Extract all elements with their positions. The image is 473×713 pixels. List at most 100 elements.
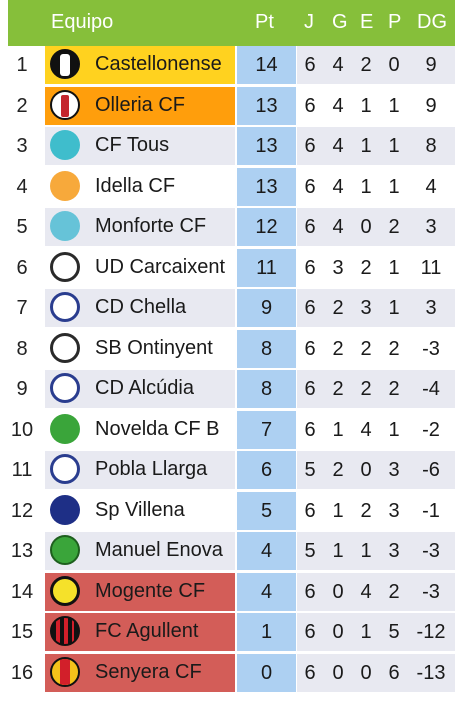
- lost-value: 2: [388, 216, 400, 238]
- team-cell[interactable]: UD Carcaixent: [45, 248, 235, 287]
- played-value: 6: [304, 621, 316, 643]
- team-cell[interactable]: CF Tous: [45, 127, 235, 165]
- header-played[interactable]: J: [304, 11, 314, 33]
- team-name[interactable]: CD Alcúdia: [95, 377, 194, 399]
- drawn-value: 0: [360, 661, 372, 684]
- team-cell[interactable]: Idella CF: [45, 167, 235, 206]
- team-cell[interactable]: Novelda CF B: [45, 410, 235, 449]
- table-row[interactable]: 11 Pobla Llarga 6 5 2 0 3 -6: [0, 451, 473, 492]
- goal-diff-value: 11: [420, 256, 442, 279]
- table-row[interactable]: 14 Mogente CF 4 6 0 4 2 -3: [0, 572, 473, 614]
- team-cell[interactable]: Manuel Enova: [45, 532, 235, 570]
- table-row[interactable]: 15 FC Agullent 1 6 0 1 5 -12: [0, 613, 473, 654]
- points-cell: 9: [237, 289, 296, 327]
- team-crest-icon: [50, 373, 80, 403]
- table-row[interactable]: 1 Castellonense 14 6 4 2 0 9: [0, 46, 473, 87]
- team-cell[interactable]: Olleria CF: [45, 86, 235, 125]
- team-name[interactable]: Sp Villena: [95, 498, 185, 521]
- table-row[interactable]: 4 Idella CF 13 6 4 1 1 4: [0, 167, 473, 209]
- position-number: 14: [10, 580, 34, 603]
- team-name[interactable]: Novelda CF B: [95, 417, 220, 440]
- header-won[interactable]: G: [332, 11, 348, 33]
- table-row[interactable]: 8 SB Ontinyent 8 6 2 2 2 -3: [0, 329, 473, 371]
- team-cell[interactable]: Senyera CF: [45, 653, 235, 692]
- table-row[interactable]: 16 Senyera CF 0 6 0 0 6 -13: [0, 653, 473, 695]
- lost-value: 1: [388, 135, 400, 157]
- stats-cell: 6 2 2 2 -4: [297, 370, 455, 408]
- team-cell[interactable]: Castellonense: [45, 46, 235, 84]
- points-cell: 4: [237, 572, 296, 611]
- drawn-value: 1: [360, 540, 372, 562]
- team-name[interactable]: SB Ontinyent: [95, 336, 213, 359]
- table-row[interactable]: 7 CD Chella 9 6 2 3 1 3: [0, 289, 473, 330]
- played-value: 6: [304, 499, 316, 522]
- header-points[interactable]: Pt: [255, 11, 274, 33]
- team-name[interactable]: Manuel Enova: [95, 539, 223, 561]
- team-crest-icon: [50, 49, 80, 79]
- won-value: 0: [332, 621, 344, 643]
- team-crest-icon: [50, 170, 80, 201]
- team-name[interactable]: FC Agullent: [95, 620, 199, 642]
- team-cell[interactable]: Monforte CF: [45, 208, 235, 246]
- team-cell[interactable]: Pobla Llarga: [45, 451, 235, 489]
- team-name[interactable]: Pobla Llarga: [95, 458, 208, 480]
- position-number: 3: [16, 135, 28, 157]
- lost-value: 3: [388, 499, 400, 522]
- team-crest-icon: [50, 656, 80, 687]
- table-row[interactable]: 6 UD Carcaixent 11 6 3 2 1 11: [0, 248, 473, 290]
- team-name[interactable]: CF Tous: [95, 134, 170, 156]
- played-value: 5: [304, 540, 316, 562]
- team-cell[interactable]: FC Agullent: [45, 613, 235, 651]
- goal-diff-value: -13: [416, 661, 446, 684]
- won-value: 1: [332, 418, 344, 441]
- table-row[interactable]: 5 Monforte CF 12 6 4 0 2 3: [0, 208, 473, 249]
- team-cell[interactable]: CD Alcúdia: [45, 370, 235, 408]
- header-team[interactable]: Equipo: [51, 11, 114, 33]
- lost-value: 2: [388, 337, 400, 360]
- team-name[interactable]: Senyera CF: [95, 660, 202, 683]
- points-cell: 11: [237, 248, 296, 287]
- table-row[interactable]: 3 CF Tous 13 6 4 1 1 8: [0, 127, 473, 168]
- drawn-value: 0: [360, 216, 372, 238]
- team-name[interactable]: Castellonense: [95, 53, 222, 75]
- points-cell: 0: [237, 653, 296, 692]
- table-row[interactable]: 2 Olleria CF 13 6 4 1 1 9: [0, 86, 473, 128]
- team-name[interactable]: Idella CF: [95, 174, 176, 197]
- header-goal-diff[interactable]: DG: [417, 11, 447, 33]
- won-value: 1: [332, 499, 344, 522]
- table-row[interactable]: 12 Sp Villena 5 6 1 2 3 -1: [0, 491, 473, 533]
- team-cell[interactable]: CD Chella: [45, 289, 235, 327]
- team-cell[interactable]: Sp Villena: [45, 491, 235, 530]
- stats-cell: 6 2 2 2 -3: [297, 329, 455, 368]
- position-number: 4: [16, 175, 28, 198]
- team-name[interactable]: CD Chella: [95, 296, 187, 318]
- table-row[interactable]: 13 Manuel Enova 4 5 1 1 3 -3: [0, 532, 473, 573]
- table-row[interactable]: 9 CD Alcúdia 8 6 2 2 2 -4: [0, 370, 473, 411]
- table-row[interactable]: 10 Novelda CF B 7 6 1 4 1 -2: [0, 410, 473, 452]
- played-value: 6: [304, 378, 316, 400]
- goal-diff-value: 9: [425, 54, 437, 76]
- standings-header: Equipo Pt J G E P DG: [8, 0, 455, 46]
- points-cell: 14: [237, 46, 296, 84]
- team-cell[interactable]: SB Ontinyent: [45, 329, 235, 368]
- points-cell: 12: [237, 208, 296, 246]
- team-cell[interactable]: Mogente CF: [45, 572, 235, 611]
- team-name[interactable]: Mogente CF: [95, 579, 206, 602]
- team-name[interactable]: Monforte CF: [95, 215, 207, 237]
- lost-value: 3: [388, 540, 400, 562]
- goal-diff-value: 8: [425, 135, 437, 157]
- header-lost[interactable]: P: [388, 11, 402, 33]
- played-value: 6: [304, 418, 316, 441]
- lost-value: 0: [388, 54, 400, 76]
- lost-value: 6: [388, 661, 400, 684]
- header-drawn[interactable]: E: [360, 11, 374, 33]
- won-value: 4: [332, 54, 344, 76]
- played-value: 6: [304, 54, 316, 76]
- team-name[interactable]: UD Carcaixent: [95, 255, 226, 278]
- team-name[interactable]: Olleria CF: [95, 93, 186, 116]
- team-crest-icon: [50, 89, 80, 120]
- drawn-value: 4: [360, 580, 372, 603]
- played-value: 6: [304, 175, 316, 198]
